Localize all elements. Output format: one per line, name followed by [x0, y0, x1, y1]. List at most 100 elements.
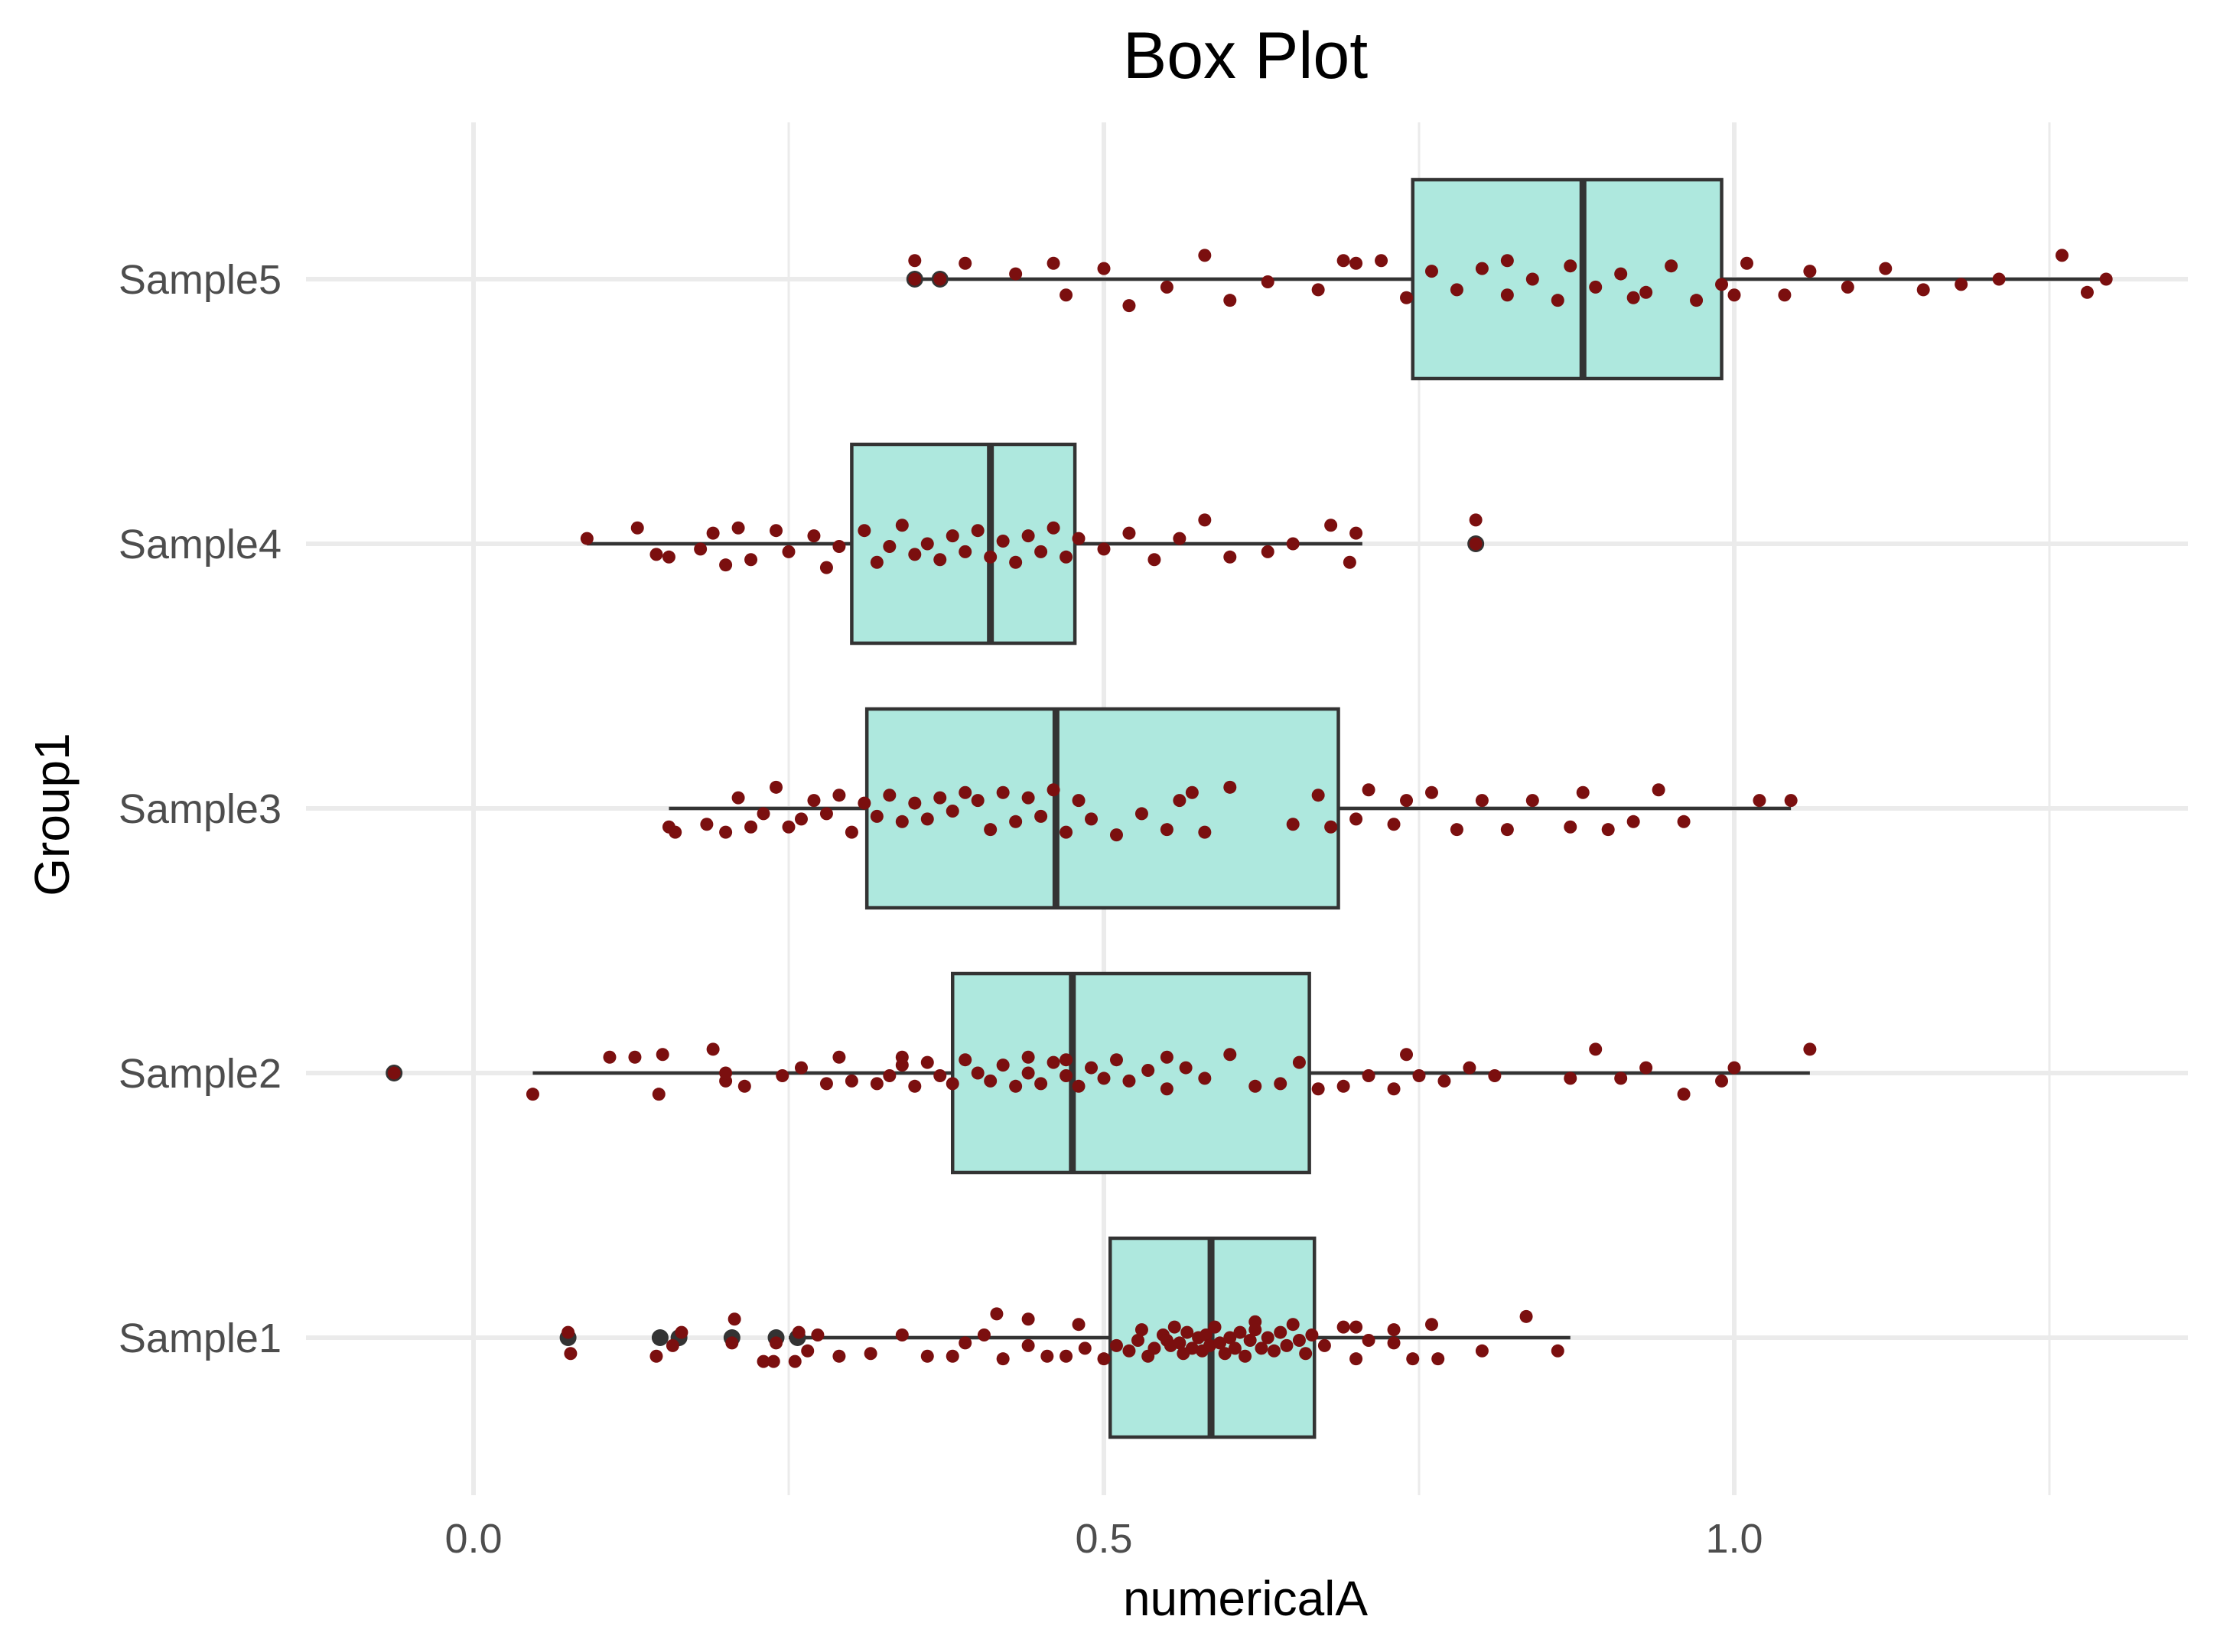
jitter-point [1639, 1061, 1653, 1075]
y-tick-label: Sample1 [119, 1315, 282, 1361]
jitter-point [1060, 1349, 1073, 1363]
jitter-point [1097, 1352, 1111, 1366]
jitter-point [1173, 532, 1186, 545]
jitter-point [1021, 1050, 1035, 1064]
jitter-point [1311, 1082, 1325, 1096]
jitter-point [959, 545, 972, 558]
jitter-point [1349, 526, 1363, 540]
jitter-point [1173, 1336, 1186, 1350]
jitter-point [1223, 1331, 1237, 1345]
jitter-point [387, 1066, 401, 1080]
jitter-point [1311, 283, 1325, 297]
jitter-point [1047, 783, 1060, 797]
jitter-point [1261, 545, 1274, 558]
jitter-point [1500, 288, 1514, 302]
data-points [387, 249, 2113, 1368]
jitter-point [996, 785, 1010, 799]
jitter-point [1317, 1338, 1331, 1352]
jitter-point [1841, 280, 1854, 294]
jitter-point [1349, 1320, 1363, 1334]
jitter-point [1601, 823, 1615, 837]
jitter-point [1147, 1341, 1161, 1355]
jitter-point [1362, 783, 1375, 797]
jitter-point [1223, 1048, 1237, 1062]
jitter-point [920, 1055, 934, 1069]
jitter-point [1564, 820, 1577, 834]
jitter-point [1134, 807, 1148, 821]
jitter-point [1072, 1079, 1086, 1093]
jitter-point [1218, 1347, 1232, 1361]
jitter-point [1299, 1347, 1313, 1361]
jitter-point [1009, 815, 1023, 828]
jitter-point [996, 1352, 1010, 1366]
jitter-point [1349, 256, 1363, 270]
jitter-point [2055, 249, 2069, 262]
jitter-point [1488, 1068, 1502, 1082]
jitter-point [1519, 1309, 1533, 1323]
jitter-point [895, 815, 909, 828]
jitter-point [1021, 791, 1035, 805]
box-iqr [950, 971, 1311, 1175]
jitter-point [1475, 794, 1489, 808]
jitter-point [1160, 1082, 1173, 1096]
jitter-point [1463, 1061, 1476, 1075]
jitter-point [1286, 1318, 1300, 1332]
jitter-point [1180, 1325, 1194, 1339]
jitter-point [1085, 1061, 1099, 1075]
jitter-point [1400, 794, 1414, 808]
jitter-point [990, 1307, 1004, 1321]
jitter-point [1406, 1352, 1420, 1366]
jitter-point [1343, 555, 1356, 569]
jitter-point [1286, 537, 1300, 551]
jitter-point [782, 820, 796, 834]
jitter-point [706, 526, 720, 540]
jitter-point [933, 272, 947, 286]
jitter-point [649, 1349, 663, 1363]
jitter-point [959, 1336, 972, 1350]
y-axis-title: Group1 [24, 733, 80, 896]
jitter-point [1753, 794, 1766, 808]
jitter-point [2099, 272, 2113, 286]
jitter-point [845, 825, 858, 839]
jitter-point [1228, 1341, 1242, 1355]
jitter-point [1047, 1055, 1060, 1069]
jitter-point [971, 1066, 985, 1080]
jitter-point [959, 256, 972, 270]
jitter-point [757, 1354, 770, 1368]
jitter-point [1122, 526, 1136, 540]
chart-title: Box Plot [1123, 19, 1368, 93]
jitter-point [767, 1354, 780, 1368]
jitter-point [1475, 262, 1489, 275]
jitter-point [1916, 283, 1930, 297]
jitter-point [1009, 555, 1023, 569]
jitter-point [706, 1042, 720, 1056]
jitter-point [1223, 550, 1237, 564]
jitter-point [728, 1312, 741, 1326]
jitter-point [1387, 1082, 1401, 1096]
jitter-point [776, 1068, 789, 1082]
jitter-point [1324, 820, 1338, 834]
jitter-point [1047, 521, 1060, 535]
jitter-point [662, 550, 675, 564]
jitter-point [580, 532, 594, 545]
jitter-point [807, 794, 821, 808]
jitter-point [526, 1088, 539, 1101]
jitter-point [792, 1325, 806, 1339]
jitter-point [1665, 259, 1678, 273]
jitter-point [1261, 1331, 1274, 1345]
jitter-point [1349, 812, 1363, 826]
jitter-point [832, 789, 846, 802]
jitter-point [656, 1048, 669, 1062]
jitter-point [920, 1349, 934, 1363]
jitter-point [1500, 254, 1514, 268]
jitter-point [1305, 1328, 1319, 1342]
jitter-point [1233, 1325, 1247, 1339]
jitter-point [1450, 283, 1463, 297]
jitter-point [794, 812, 808, 826]
jitter-point [1122, 1074, 1136, 1088]
jitter-point [757, 807, 770, 821]
jitter-point [1255, 1341, 1268, 1355]
jitter-point [649, 548, 663, 561]
jitter-point [1034, 1077, 1048, 1091]
jitter-point [1336, 1079, 1350, 1093]
